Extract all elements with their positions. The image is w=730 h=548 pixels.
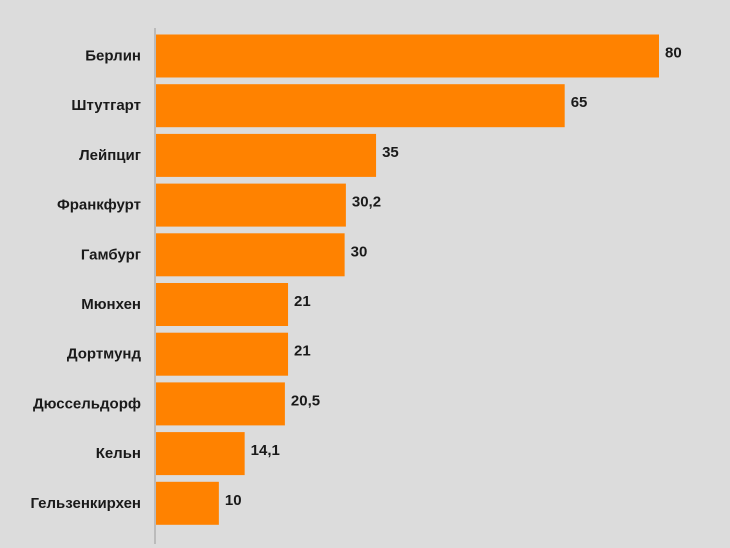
category-label: Дортмунд [67,346,142,363]
value-label: 21 [294,343,311,360]
value-label: 80 [665,45,682,62]
bars-group [156,34,659,525]
category-label: Штутгарт [71,97,141,114]
bar [156,233,345,277]
category-label: Гельзенкирхен [30,495,141,512]
category-label: Кельн [96,445,141,462]
value-label: 14,1 [251,442,280,459]
value-label: 21 [294,293,311,310]
value-labels-group: 80 65 35 30,2 30 21 21 20,5 14,1 10 [225,45,682,509]
category-label: Гамбург [81,246,141,263]
category-label: Франкфурт [57,197,141,214]
category-label: Мюнхен [81,296,141,313]
bar [156,133,377,177]
category-label: Берлин [85,48,141,65]
category-labels-group: Берлин Штутгарт Лейпциг Франкфурт Гамбург Мюн… [30,48,141,512]
category-label: Лейпциг [79,147,141,164]
value-label: 30,2 [352,194,381,211]
bar [156,432,245,476]
bar [156,283,289,326]
bar [156,332,289,376]
bar [156,183,346,227]
bar [156,34,659,78]
value-label: 30 [351,243,368,260]
value-label: 10 [225,492,242,509]
bar [156,84,565,128]
bar [156,481,219,525]
value-label: 20,5 [291,392,320,409]
value-label: 35 [382,144,399,161]
category-label: Дюссельдорф [33,395,141,412]
value-label: 65 [571,94,588,111]
bar [156,382,285,426]
